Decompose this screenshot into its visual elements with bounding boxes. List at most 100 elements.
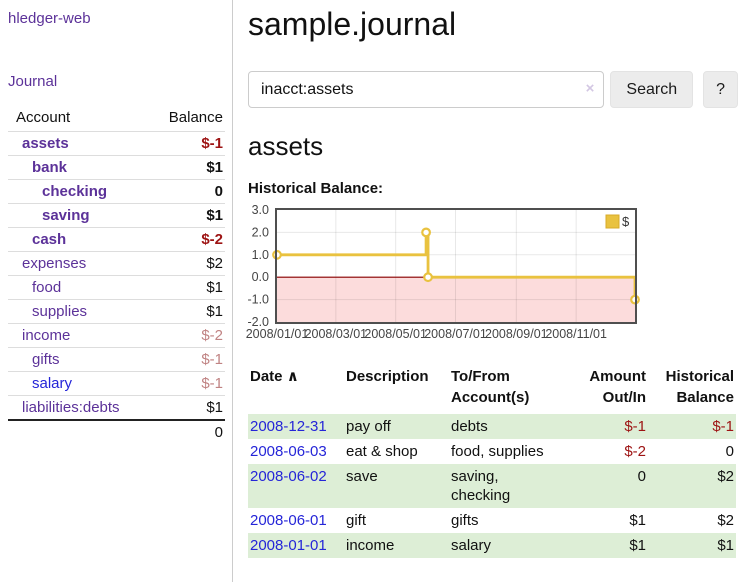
transaction-description: save: [344, 464, 449, 508]
account-link-checking[interactable]: checking: [42, 183, 108, 200]
transaction-description: eat & shop: [346, 443, 418, 460]
account-row: liabilities:debts $1: [8, 395, 225, 420]
search-input[interactable]: [248, 71, 605, 108]
register-row: 2008-06-01 gift gifts $1 $2: [248, 508, 736, 533]
register-header-balance: Historical Balance: [665, 368, 734, 406]
account-balance: $-2: [145, 323, 225, 348]
account-balance: $-1: [145, 371, 225, 396]
transaction-description: pay off: [344, 414, 449, 439]
register-header-date[interactable]: Date ∧: [250, 368, 299, 385]
account-balance: $-2: [145, 227, 225, 252]
transaction-accounts: saving, checking: [449, 464, 560, 508]
accounts-total-row: 0: [8, 419, 225, 444]
account-link-gifts[interactable]: gifts: [32, 351, 60, 368]
transaction-amount: 0: [560, 464, 648, 508]
account-balance: $-1: [145, 347, 225, 372]
transaction-amount: $1: [560, 533, 648, 558]
sidebar-item-journal[interactable]: Journal: [8, 73, 58, 90]
main-content: sample.journal × Search ? assets Histori…: [246, 0, 738, 558]
account-row: income $-2: [8, 323, 225, 348]
register-header-amount: Amount Out/In: [589, 368, 646, 406]
register-header-accounts: To/From Account(s): [451, 368, 530, 406]
svg-text:2008/03/01: 2008/03/01: [305, 327, 368, 341]
svg-text:1.0: 1.0: [252, 248, 269, 262]
svg-text:3.0: 3.0: [252, 203, 269, 217]
svg-text:$: $: [622, 214, 630, 229]
account-link-expenses[interactable]: expenses: [22, 255, 87, 272]
help-button[interactable]: ?: [703, 71, 738, 108]
account-balance: $2: [145, 251, 225, 276]
transaction-description: gift: [346, 512, 367, 529]
account-balance: $1: [145, 155, 225, 180]
transaction-balance: 0: [725, 443, 734, 460]
register-row: 2008-06-02 save saving, checking 0 $2: [248, 464, 736, 508]
transaction-amount: $-2: [624, 443, 646, 460]
svg-text:2008/09/01: 2008/09/01: [485, 327, 548, 341]
register-row: 2008-01-01 income salary $1 $1: [248, 533, 736, 558]
transaction-accounts: food, supplies: [451, 443, 544, 460]
svg-text:-1.0: -1.0: [247, 293, 269, 307]
svg-text:-2.0: -2.0: [247, 315, 269, 329]
transaction-amount: $-1: [560, 414, 648, 439]
register-row: 2008-12-31 pay off debts $-1 $-1: [248, 414, 736, 439]
transaction-date-link[interactable]: 2008-06-01: [250, 512, 327, 529]
account-row: salary $-1: [8, 371, 225, 396]
transaction-date-link[interactable]: 2008-12-31: [250, 418, 327, 435]
account-balance: $1: [145, 203, 225, 228]
account-balance: $1: [145, 275, 225, 300]
svg-text:2008/05/01: 2008/05/01: [364, 327, 427, 341]
transaction-balance: $-1: [648, 414, 736, 439]
search-form: × Search ?: [248, 71, 738, 108]
account-link-salary[interactable]: salary: [32, 375, 73, 392]
transaction-accounts: gifts: [451, 512, 479, 529]
account-link-bank[interactable]: bank: [32, 159, 68, 176]
account-balance: $1: [145, 395, 225, 420]
svg-text:2008/07/01: 2008/07/01: [424, 327, 487, 341]
clear-search-icon[interactable]: ×: [585, 80, 595, 97]
account-link-liabilities-debts[interactable]: liabilities:debts: [22, 399, 120, 416]
account-row: gifts $-1: [8, 347, 225, 372]
account-balance: 0: [145, 179, 225, 204]
svg-text:0.0: 0.0: [252, 270, 269, 284]
account-link-income[interactable]: income: [22, 327, 71, 344]
account-row: food $1: [8, 275, 225, 300]
transaction-balance: $1: [648, 533, 736, 558]
accounts-header-balance: Balance: [168, 109, 223, 126]
svg-text:2008/11/01: 2008/11/01: [545, 327, 607, 341]
svg-text:2008/01/01: 2008/01/01: [246, 327, 309, 341]
balance-chart-svg: $3.0 2.0 1.0 0.0 -1.0 -2.02008/01/012008/03/0…: [246, 203, 640, 341]
transaction-accounts: salary: [449, 533, 560, 558]
chart-heading: Historical Balance:: [248, 180, 384, 197]
accounts-table: Account Balance assets $-1 bank $1 checking 0…: [8, 106, 225, 444]
account-heading: assets: [248, 131, 324, 161]
account-row: checking 0: [8, 179, 225, 204]
sort-ascending-icon: ∧: [286, 368, 299, 385]
account-row: cash $-2: [8, 227, 225, 252]
accounts-total: 0: [145, 419, 225, 444]
account-link-assets[interactable]: assets: [22, 135, 69, 152]
account-link-saving[interactable]: saving: [42, 207, 90, 224]
svg-text:2.0: 2.0: [252, 225, 269, 239]
search-button[interactable]: Search: [610, 71, 694, 108]
account-link-food[interactable]: food: [32, 279, 62, 296]
account-row: bank $1: [8, 155, 225, 180]
register-table: Date ∧ Description To/From Account(s) Am…: [248, 364, 736, 558]
page-title: sample.journal: [248, 6, 457, 42]
account-row: expenses $2: [8, 251, 225, 276]
transaction-balance: $2: [717, 512, 734, 529]
account-link-cash[interactable]: cash: [32, 231, 67, 248]
transaction-date-link[interactable]: 2008-06-03: [250, 443, 327, 460]
register-header-description: Description: [346, 368, 429, 385]
account-balance: $1: [145, 299, 225, 324]
transaction-date-link[interactable]: 2008-01-01: [250, 537, 327, 554]
transaction-balance: $2: [648, 464, 736, 508]
register-row: 2008-06-03 eat & shop food, supplies $-2 0: [248, 439, 736, 464]
balance-chart: $3.0 2.0 1.0 0.0 -1.0 -2.0 2008/01/01 2008/03/0…: [246, 202, 738, 344]
account-balance: $-1: [145, 131, 225, 156]
transaction-date-link[interactable]: 2008-06-02: [250, 468, 327, 485]
transaction-accounts: debts: [449, 414, 560, 439]
app-title-link[interactable]: hledger-web: [8, 10, 91, 27]
account-link-supplies[interactable]: supplies: [32, 303, 88, 320]
account-row: supplies $1: [8, 299, 225, 324]
transaction-description: income: [344, 533, 449, 558]
